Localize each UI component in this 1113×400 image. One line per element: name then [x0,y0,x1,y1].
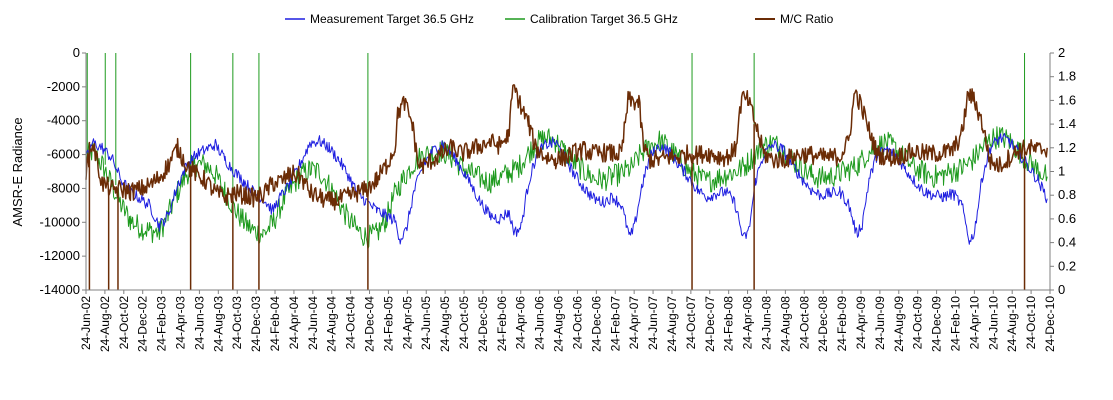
y2-tick-label-6: 0.8 [1058,187,1076,202]
x-tick-label-4: 24-Feb-03 [155,296,169,352]
x-tick-label-19: 24-Aug-05 [438,296,452,352]
legend: Measurement Target 36.5 GHz Calibration … [285,12,834,26]
y-tick-label-6: -12000 [40,248,80,263]
x-tick-label-11: 24-Apr-04 [287,296,301,350]
y2-tick-label-5: 1 [1058,164,1065,179]
x-tick-label-39: 24-Dec-08 [816,296,830,352]
y2-tick-label-2: 1.6 [1058,92,1076,107]
x-tick-label-42: 24-Jun-09 [873,296,887,350]
x-tick-label-2: 24-Oct-02 [117,296,131,350]
x-tick-label-20: 24-Oct-05 [457,296,471,350]
x-tick-label-41: 24-Apr-09 [854,296,868,350]
x-tick-label-33: 24-Dec-07 [703,296,717,352]
x-tick-label-12: 24-Jun-04 [306,296,320,350]
x-tick-label-48: 24-Jun-10 [986,296,1000,350]
y-tick-label-7: -14000 [40,282,80,297]
legend-label-ratio: M/C Ratio [780,12,834,26]
y2-tick-label-4: 1.2 [1058,140,1076,155]
x-tick-label-47: 24-Apr-10 [967,296,981,350]
y-tick-label-1: -2000 [47,79,80,94]
x-tick-label-37: 24-Aug-08 [778,296,792,352]
legend-item-ratio: M/C Ratio [755,12,834,26]
y2-tick-label-3: 1.4 [1058,116,1076,131]
x-tick-label-49: 24-Aug-10 [1005,296,1019,352]
x-tick-label-26: 24-Oct-06 [570,296,584,350]
x-tick-label-30: 24-Jun-07 [646,296,660,350]
x-tick-label-24: 24-Jun-06 [533,296,547,350]
y2-tick-label-9: 0.2 [1058,258,1076,273]
x-tick-label-13: 24-Aug-04 [325,296,339,352]
y-tick-label-2: -4000 [47,113,80,128]
y-tick-label-4: -8000 [47,180,80,195]
x-tick-label-18: 24-Jun-05 [419,296,433,350]
x-tick-label-32: 24-Oct-07 [684,296,698,350]
x-tick-label-1: 24-Aug-02 [98,296,112,352]
x-tick-label-50: 24-Oct-10 [1024,296,1038,350]
x-tick-label-29: 24-Apr-07 [627,296,641,350]
plot-area [85,53,1048,290]
y2-tick-label-7: 0.6 [1058,211,1076,226]
x-tick-label-27: 24-Dec-06 [589,296,603,352]
x-tick-label-40: 24-Feb-09 [835,296,849,352]
y-tick-label-0: 0 [73,45,80,60]
x-tick-label-23: 24-Apr-06 [514,296,528,350]
x-tick-label-6: 24-Jun-03 [192,296,206,350]
x-tick-label-0: 24-Jun-02 [79,296,93,350]
y2-tick-label-10: 0 [1058,282,1065,297]
legend-item-measurement: Measurement Target 36.5 GHz [285,12,474,26]
y-tick-label-5: -10000 [40,214,80,229]
series-line-2 [85,84,1048,211]
x-tick-label-46: 24-Feb-10 [948,296,962,352]
x-tick-label-35: 24-Apr-08 [741,296,755,350]
x-tick-label-34: 24-Feb-08 [722,296,736,352]
x-tick-label-31: 24-Aug-07 [665,296,679,352]
y-axis-label: AMSR-E Radiance [10,117,25,226]
x-tick-label-3: 24-Dec-02 [136,296,150,352]
x-tick-label-21: 24-Dec-05 [476,296,490,352]
y2-tick-label-8: 0.4 [1058,235,1076,250]
x-tick-label-44: 24-Oct-09 [911,296,925,350]
x-tick-label-15: 24-Dec-04 [363,296,377,352]
x-tick-label-25: 24-Aug-06 [552,296,566,352]
x-tick-label-45: 24-Dec-09 [930,296,944,352]
legend-label-measurement: Measurement Target 36.5 GHz [310,12,474,26]
x-tick-label-22: 24-Feb-06 [495,296,509,352]
x-tick-label-17: 24-Apr-05 [400,296,414,350]
y2-tick-label-0: 2 [1058,45,1065,60]
x-tick-label-51: 24-Dec-10 [1043,296,1057,352]
x-tick-label-5: 24-Apr-03 [174,296,188,350]
legend-item-calibration: Calibration Target 36.5 GHz [505,12,678,26]
legend-label-calibration: Calibration Target 36.5 GHz [530,12,678,26]
y2-tick-label-1: 1.8 [1058,69,1076,84]
x-tick-label-36: 24-Jun-08 [759,296,773,350]
y-tick-label-3: -6000 [47,147,80,162]
x-tick-label-7: 24-Aug-03 [211,296,225,352]
x-tick-label-8: 24-Oct-03 [230,296,244,350]
series-line-1 [85,126,1048,250]
x-tick-label-16: 24-Feb-05 [381,296,395,352]
x-tick-label-43: 24-Aug-09 [892,296,906,352]
x-tick-label-28: 24-Feb-07 [608,296,622,352]
axes: 0-2000-4000-6000-8000-10000-12000-140002… [40,45,1077,352]
x-tick-label-10: 24-Feb-04 [268,296,282,352]
x-tick-label-38: 24-Oct-08 [797,296,811,350]
x-tick-label-14: 24-Oct-04 [344,296,358,350]
x-tick-label-9: 24-Dec-03 [249,296,263,352]
